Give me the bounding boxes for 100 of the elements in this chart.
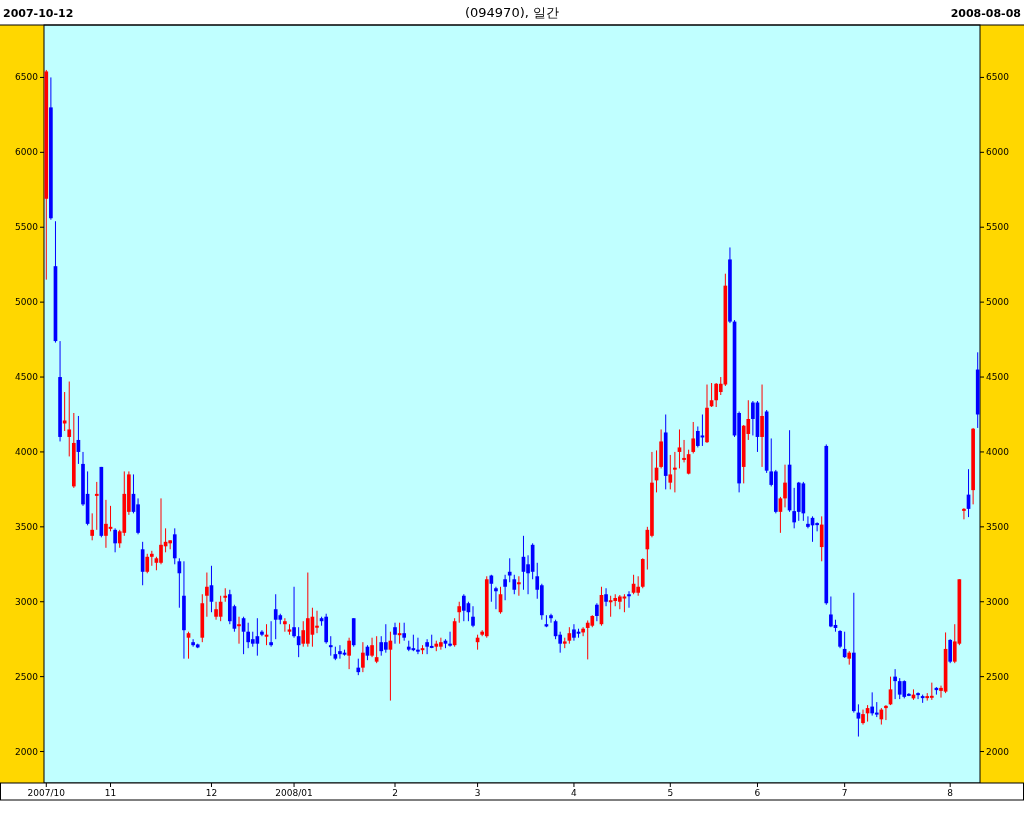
candlestick (691, 421, 696, 454)
candlestick (677, 428, 682, 469)
candlestick (273, 593, 278, 640)
candlestick (948, 638, 953, 664)
candlestick (893, 668, 897, 700)
candlestick (237, 616, 241, 645)
x-tick-label: 5 (667, 788, 674, 798)
candlestick (338, 644, 342, 660)
x-tick-label: 3 (474, 788, 481, 798)
candlestick (172, 527, 177, 565)
text: 2007-10-12 (3, 7, 74, 20)
candlestick (783, 464, 787, 508)
candlestick (416, 637, 420, 655)
y2-tick-label: 6000 (986, 147, 1010, 158)
candlestick (301, 620, 306, 648)
candlestick (205, 572, 209, 618)
candlestick (668, 454, 673, 490)
candlestick (457, 601, 462, 624)
candlestick (585, 619, 590, 660)
y-tick-label: 2500 (15, 671, 39, 682)
x-tick-label: 8 (947, 788, 954, 798)
candlestick (962, 507, 966, 520)
y-tick-label: 4000 (15, 446, 39, 457)
candlestick (673, 451, 677, 493)
candlestick (714, 382, 719, 408)
y-tick-label: 5000 (15, 297, 39, 308)
chart-title: (094970), 일간 (464, 5, 560, 20)
candlestick (604, 587, 608, 607)
candlestick (90, 512, 95, 541)
candlestick (751, 400, 755, 436)
y-tick-label: 6000 (15, 147, 39, 158)
candlestick (819, 515, 824, 562)
y2-tick-label: 3500 (986, 521, 1010, 532)
candlestick (636, 575, 641, 597)
candlestick (186, 631, 191, 660)
candlestick (916, 691, 920, 700)
candlestick (67, 381, 72, 457)
candlestick (572, 623, 576, 642)
y-tick-label: 2000 (15, 746, 39, 757)
candlestick (503, 574, 507, 601)
y-tick-label: 3000 (15, 596, 39, 607)
candlestick (104, 499, 108, 549)
candlestick (517, 575, 521, 597)
y-tick-label: 4500 (15, 372, 39, 383)
candlestick (283, 617, 287, 633)
candlestick (393, 622, 397, 645)
candlestick (792, 487, 797, 529)
x-tick-label: 2008/01 (275, 788, 313, 798)
x-tick-label: 7 (841, 788, 848, 798)
y-tick-label: 6500 (15, 72, 39, 83)
candlestick (374, 635, 379, 664)
candlestick (223, 587, 228, 603)
y2-tick-label: 5500 (986, 222, 1010, 233)
x-tick-label: 12 (205, 788, 218, 798)
candlestick (260, 629, 264, 637)
candlestick (627, 590, 631, 609)
x-tick-label: 11 (104, 788, 117, 798)
y2-tick-label: 4000 (986, 446, 1010, 457)
candlestick (870, 691, 875, 717)
candlestick (94, 481, 99, 531)
y-tick-label: 3500 (15, 521, 39, 532)
x-tick-label: 2007/10 (27, 788, 66, 798)
candlestick (815, 521, 819, 532)
candlestick (269, 620, 273, 648)
candlestick (292, 586, 296, 639)
candlestick (379, 635, 384, 657)
y-tick-label: 5500 (15, 222, 39, 233)
candlestick (471, 605, 475, 628)
candlestick (448, 631, 452, 648)
text: 2008-08-08 (950, 7, 1021, 20)
candlestick (246, 622, 251, 649)
y2-tick-label: 6500 (986, 72, 1010, 83)
candlestick (806, 515, 810, 529)
candlestick (214, 601, 218, 621)
y2-tick-label: 4500 (986, 372, 1010, 383)
x-tick-label: 4 (571, 788, 578, 798)
candlestick (383, 623, 388, 654)
candlestick (884, 704, 888, 721)
candlestick (760, 384, 764, 468)
y2-tick-label: 5000 (986, 297, 1010, 308)
candlestick (328, 635, 333, 657)
candlestick (829, 596, 833, 628)
candlestick (145, 553, 150, 574)
candlestick (347, 637, 351, 670)
y2-tick-label: 3000 (986, 596, 1010, 607)
y2-tick-label: 2500 (986, 671, 1010, 682)
candlestick (315, 610, 319, 634)
candlestick (695, 425, 700, 448)
candlestick (370, 637, 374, 658)
candlestick (361, 641, 365, 673)
x-tick-label: 6 (754, 788, 761, 798)
candlestick (461, 593, 466, 622)
candlestick (512, 574, 517, 595)
candlestick (897, 677, 902, 700)
candlestick (549, 613, 553, 624)
candlestick (507, 557, 512, 583)
candlestick (113, 527, 117, 553)
y2-tick-label: 2000 (986, 746, 1010, 757)
candlestick (494, 586, 498, 610)
candlestick (159, 497, 163, 565)
